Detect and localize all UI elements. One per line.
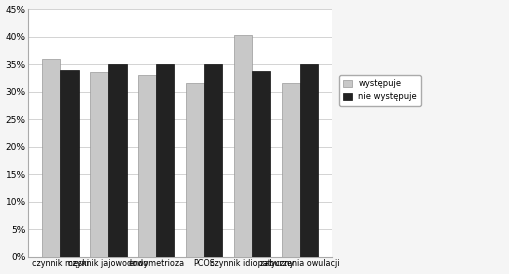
Bar [138,75,156,257]
Bar [108,64,127,257]
Bar [42,59,61,257]
Legend: występuje, nie występuje: występuje, nie występuje [339,75,421,105]
Bar [252,71,270,257]
Bar [186,83,204,257]
Bar [300,64,318,257]
Bar [90,72,108,257]
Bar [281,83,300,257]
Bar [156,64,175,257]
Bar [234,35,252,257]
Bar [61,70,78,257]
Bar [204,64,222,257]
